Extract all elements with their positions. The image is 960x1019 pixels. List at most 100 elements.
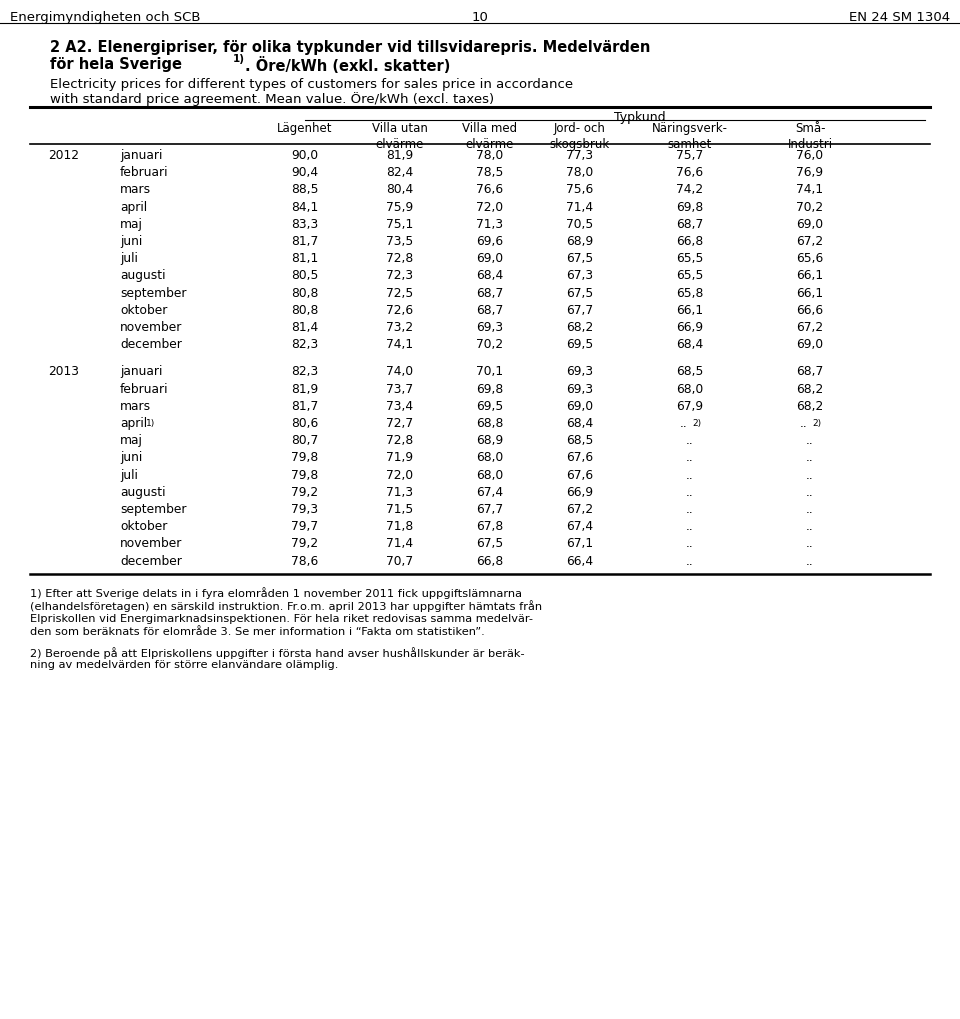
Text: ..: .. bbox=[806, 434, 814, 446]
Text: 71,9: 71,9 bbox=[387, 451, 414, 464]
Text: juni: juni bbox=[120, 451, 142, 464]
Text: 76,6: 76,6 bbox=[476, 183, 504, 197]
Text: 77,3: 77,3 bbox=[566, 149, 593, 162]
Text: 67,2: 67,2 bbox=[797, 234, 824, 248]
Text: 90,0: 90,0 bbox=[292, 149, 319, 162]
Text: ..: .. bbox=[686, 520, 694, 533]
Text: 78,5: 78,5 bbox=[476, 166, 504, 179]
Text: ..: .. bbox=[806, 451, 814, 464]
Text: 70,2: 70,2 bbox=[797, 201, 824, 213]
Text: ..: .. bbox=[806, 537, 814, 550]
Text: Små-
Industri: Små- Industri bbox=[787, 122, 832, 151]
Text: 2): 2) bbox=[812, 419, 821, 428]
Text: 69,6: 69,6 bbox=[476, 234, 504, 248]
Text: 76,0: 76,0 bbox=[797, 149, 824, 162]
Text: 67,9: 67,9 bbox=[677, 399, 704, 413]
Text: Lägenhet: Lägenhet bbox=[277, 122, 333, 135]
Text: 82,3: 82,3 bbox=[292, 338, 319, 351]
Text: maj: maj bbox=[120, 218, 143, 230]
Text: 71,5: 71,5 bbox=[386, 502, 414, 516]
Text: Jord- och
skogsbruk: Jord- och skogsbruk bbox=[550, 122, 611, 151]
Text: 73,2: 73,2 bbox=[387, 321, 414, 333]
Text: 75,7: 75,7 bbox=[677, 149, 704, 162]
Text: juni: juni bbox=[120, 234, 142, 248]
Text: ..: .. bbox=[686, 451, 694, 464]
Text: 69,0: 69,0 bbox=[797, 218, 824, 230]
Text: mars: mars bbox=[120, 399, 151, 413]
Text: 2): 2) bbox=[692, 419, 701, 428]
Text: november: november bbox=[120, 321, 182, 333]
Text: Villa utan
elvärme: Villa utan elvärme bbox=[372, 122, 428, 151]
Text: 67,6: 67,6 bbox=[566, 451, 593, 464]
Text: april: april bbox=[120, 417, 147, 430]
Text: 79,2: 79,2 bbox=[292, 537, 319, 550]
Text: 2013: 2013 bbox=[48, 365, 79, 378]
Text: 75,1: 75,1 bbox=[386, 218, 414, 230]
Text: 80,8: 80,8 bbox=[291, 304, 319, 317]
Text: 2012: 2012 bbox=[48, 149, 79, 162]
Text: ..: .. bbox=[686, 537, 694, 550]
Text: ..: .. bbox=[806, 502, 814, 516]
Text: september: september bbox=[120, 286, 186, 300]
Text: 81,9: 81,9 bbox=[292, 382, 319, 395]
Text: 90,4: 90,4 bbox=[292, 166, 319, 179]
Text: 67,4: 67,4 bbox=[566, 520, 593, 533]
Text: 79,2: 79,2 bbox=[292, 485, 319, 498]
Text: 82,3: 82,3 bbox=[292, 365, 319, 378]
Text: 68,2: 68,2 bbox=[797, 399, 824, 413]
Text: 69,5: 69,5 bbox=[566, 338, 593, 351]
Text: juli: juli bbox=[120, 252, 138, 265]
Text: 72,6: 72,6 bbox=[387, 304, 414, 317]
Text: 66,4: 66,4 bbox=[566, 554, 593, 567]
Text: 81,4: 81,4 bbox=[292, 321, 319, 333]
Text: 80,5: 80,5 bbox=[291, 269, 319, 282]
Text: 70,2: 70,2 bbox=[476, 338, 504, 351]
Text: 74,2: 74,2 bbox=[677, 183, 704, 197]
Text: 69,0: 69,0 bbox=[476, 252, 504, 265]
Text: ..: .. bbox=[686, 468, 694, 481]
Text: ..: .. bbox=[680, 417, 688, 430]
Text: Energimyndigheten och SCB: Energimyndigheten och SCB bbox=[10, 11, 201, 24]
Text: 78,0: 78,0 bbox=[566, 166, 593, 179]
Text: 74,0: 74,0 bbox=[387, 365, 414, 378]
Text: 66,1: 66,1 bbox=[677, 304, 704, 317]
Text: 68,5: 68,5 bbox=[676, 365, 704, 378]
Text: 81,7: 81,7 bbox=[292, 399, 319, 413]
Text: 73,4: 73,4 bbox=[387, 399, 414, 413]
Text: ..: .. bbox=[806, 485, 814, 498]
Text: 72,8: 72,8 bbox=[386, 252, 414, 265]
Text: 67,7: 67,7 bbox=[566, 304, 593, 317]
Text: 71,3: 71,3 bbox=[476, 218, 504, 230]
Text: 70,5: 70,5 bbox=[566, 218, 593, 230]
Text: 80,7: 80,7 bbox=[292, 434, 319, 446]
Text: 69,5: 69,5 bbox=[476, 399, 504, 413]
Text: 69,3: 69,3 bbox=[566, 382, 593, 395]
Text: 67,7: 67,7 bbox=[476, 502, 504, 516]
Text: 67,8: 67,8 bbox=[476, 520, 504, 533]
Text: 80,8: 80,8 bbox=[291, 286, 319, 300]
Text: 68,0: 68,0 bbox=[476, 468, 504, 481]
Text: 78,0: 78,0 bbox=[476, 149, 504, 162]
Text: 66,8: 66,8 bbox=[476, 554, 504, 567]
Text: 66,1: 66,1 bbox=[797, 269, 824, 282]
Text: 80,4: 80,4 bbox=[386, 183, 414, 197]
Text: 69,8: 69,8 bbox=[677, 201, 704, 213]
Text: 68,2: 68,2 bbox=[566, 321, 593, 333]
Text: 67,2: 67,2 bbox=[797, 321, 824, 333]
Text: 68,7: 68,7 bbox=[677, 218, 704, 230]
Text: 69,0: 69,0 bbox=[797, 338, 824, 351]
Text: 75,6: 75,6 bbox=[566, 183, 593, 197]
Text: juli: juli bbox=[120, 468, 138, 481]
Text: 68,9: 68,9 bbox=[566, 234, 593, 248]
Text: 69,0: 69,0 bbox=[566, 399, 593, 413]
Text: 69,3: 69,3 bbox=[476, 321, 504, 333]
Text: 72,3: 72,3 bbox=[387, 269, 414, 282]
Text: 65,6: 65,6 bbox=[797, 252, 824, 265]
Text: den som beräknats för elområde 3. Se mer information i “Fakta om statistiken”.: den som beräknats för elområde 3. Se mer… bbox=[30, 627, 485, 637]
Text: 72,7: 72,7 bbox=[387, 417, 414, 430]
Text: februari: februari bbox=[120, 166, 169, 179]
Text: 82,4: 82,4 bbox=[386, 166, 414, 179]
Text: maj: maj bbox=[120, 434, 143, 446]
Text: 68,0: 68,0 bbox=[677, 382, 704, 395]
Text: 10: 10 bbox=[471, 11, 489, 24]
